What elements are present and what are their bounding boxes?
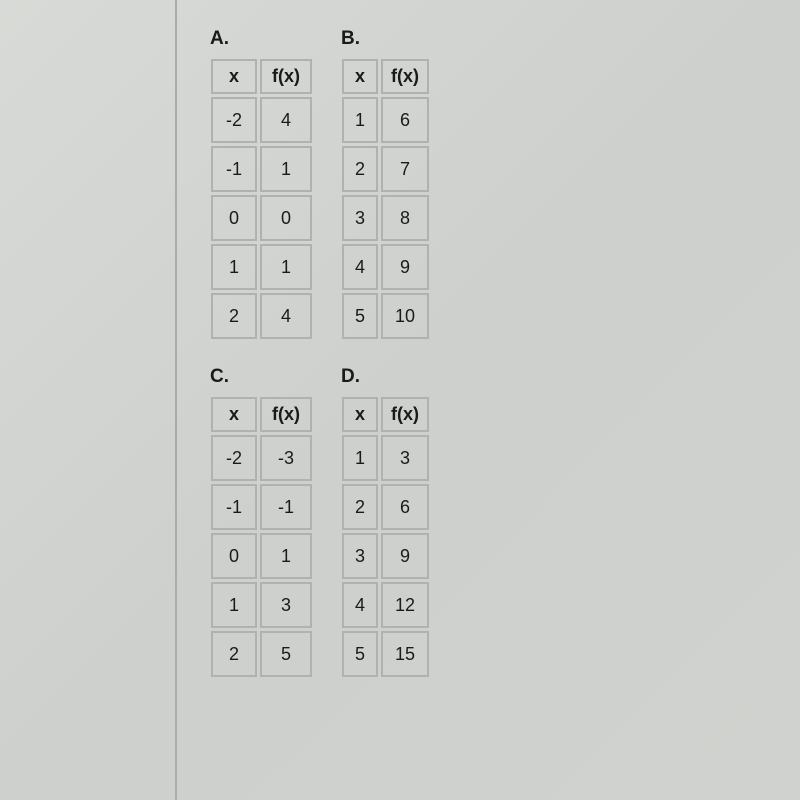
table-b-data: x f(x) 16 27 38 49 510	[339, 56, 432, 342]
table-b-label: B.	[339, 28, 432, 50]
col-fx: f(x)	[381, 397, 429, 432]
table-header: x f(x)	[342, 397, 429, 432]
cell-fx: 4	[260, 293, 312, 339]
cell-fx: 10	[381, 293, 429, 339]
cell-x: 4	[342, 244, 378, 290]
cell-fx: 4	[260, 97, 312, 143]
cell-x: 1	[211, 582, 257, 628]
page-divider	[175, 0, 177, 800]
cell-fx: 3	[260, 582, 312, 628]
table-c-label: C.	[208, 366, 315, 388]
table-row: -2-3	[211, 435, 312, 481]
table-row: 16	[342, 97, 429, 143]
table-d: D. x f(x) 13 26 39 412 515	[339, 366, 432, 680]
cell-x: 2	[342, 484, 378, 530]
cell-fx: 1	[260, 533, 312, 579]
cell-fx: 8	[381, 195, 429, 241]
col-fx: f(x)	[381, 59, 429, 94]
cell-fx: 12	[381, 582, 429, 628]
col-x: x	[342, 59, 378, 94]
cell-x: 5	[342, 293, 378, 339]
cell-fx: 1	[260, 146, 312, 192]
table-row: 26	[342, 484, 429, 530]
cell-fx: 0	[260, 195, 312, 241]
table-a: A. x f(x) -24 -11 00 11 24	[208, 28, 315, 342]
table-c-data: x f(x) -2-3 -1-1 01 13 25	[208, 394, 315, 680]
cell-fx: 9	[381, 244, 429, 290]
cell-x: 2	[211, 631, 257, 677]
cell-x: 3	[342, 533, 378, 579]
table-header: x f(x)	[342, 59, 429, 94]
cell-x: 1	[211, 244, 257, 290]
cell-x: -2	[211, 435, 257, 481]
col-fx: f(x)	[260, 397, 312, 432]
table-header: x f(x)	[211, 397, 312, 432]
table-row: -24	[211, 97, 312, 143]
table-row: 24	[211, 293, 312, 339]
cell-fx: 15	[381, 631, 429, 677]
cell-fx: 9	[381, 533, 429, 579]
table-a-data: x f(x) -24 -11 00 11 24	[208, 56, 315, 342]
cell-fx: 7	[381, 146, 429, 192]
cell-x: 2	[342, 146, 378, 192]
table-a-label: A.	[208, 28, 315, 50]
table-row: 412	[342, 582, 429, 628]
table-header: x f(x)	[211, 59, 312, 94]
cell-x: -1	[211, 146, 257, 192]
cell-x: 0	[211, 533, 257, 579]
table-row: 25	[211, 631, 312, 677]
cell-x: 1	[342, 435, 378, 481]
cell-x: 2	[211, 293, 257, 339]
cell-x: 5	[342, 631, 378, 677]
table-d-label: D.	[339, 366, 432, 388]
table-row: 38	[342, 195, 429, 241]
table-row: 00	[211, 195, 312, 241]
cell-x: -2	[211, 97, 257, 143]
table-row: -11	[211, 146, 312, 192]
cell-fx: 6	[381, 97, 429, 143]
cell-x: -1	[211, 484, 257, 530]
cell-x: 1	[342, 97, 378, 143]
table-b: B. x f(x) 16 27 38 49 510	[339, 28, 432, 342]
table-row: 49	[342, 244, 429, 290]
cell-fx: 5	[260, 631, 312, 677]
cell-x: 3	[342, 195, 378, 241]
col-x: x	[342, 397, 378, 432]
cell-x: 4	[342, 582, 378, 628]
col-x: x	[211, 397, 257, 432]
tables-grid: A. x f(x) -24 -11 00 11 24 B. x f(x) 16 …	[208, 28, 432, 680]
cell-fx: 6	[381, 484, 429, 530]
cell-fx: -1	[260, 484, 312, 530]
table-row: 510	[342, 293, 429, 339]
col-fx: f(x)	[260, 59, 312, 94]
table-d-data: x f(x) 13 26 39 412 515	[339, 394, 432, 680]
table-row: -1-1	[211, 484, 312, 530]
table-row: 11	[211, 244, 312, 290]
table-c: C. x f(x) -2-3 -1-1 01 13 25	[208, 366, 315, 680]
table-row: 27	[342, 146, 429, 192]
table-row: 13	[342, 435, 429, 481]
cell-fx: -3	[260, 435, 312, 481]
table-row: 13	[211, 582, 312, 628]
cell-fx: 1	[260, 244, 312, 290]
table-row: 515	[342, 631, 429, 677]
table-row: 01	[211, 533, 312, 579]
cell-x: 0	[211, 195, 257, 241]
table-row: 39	[342, 533, 429, 579]
cell-fx: 3	[381, 435, 429, 481]
col-x: x	[211, 59, 257, 94]
